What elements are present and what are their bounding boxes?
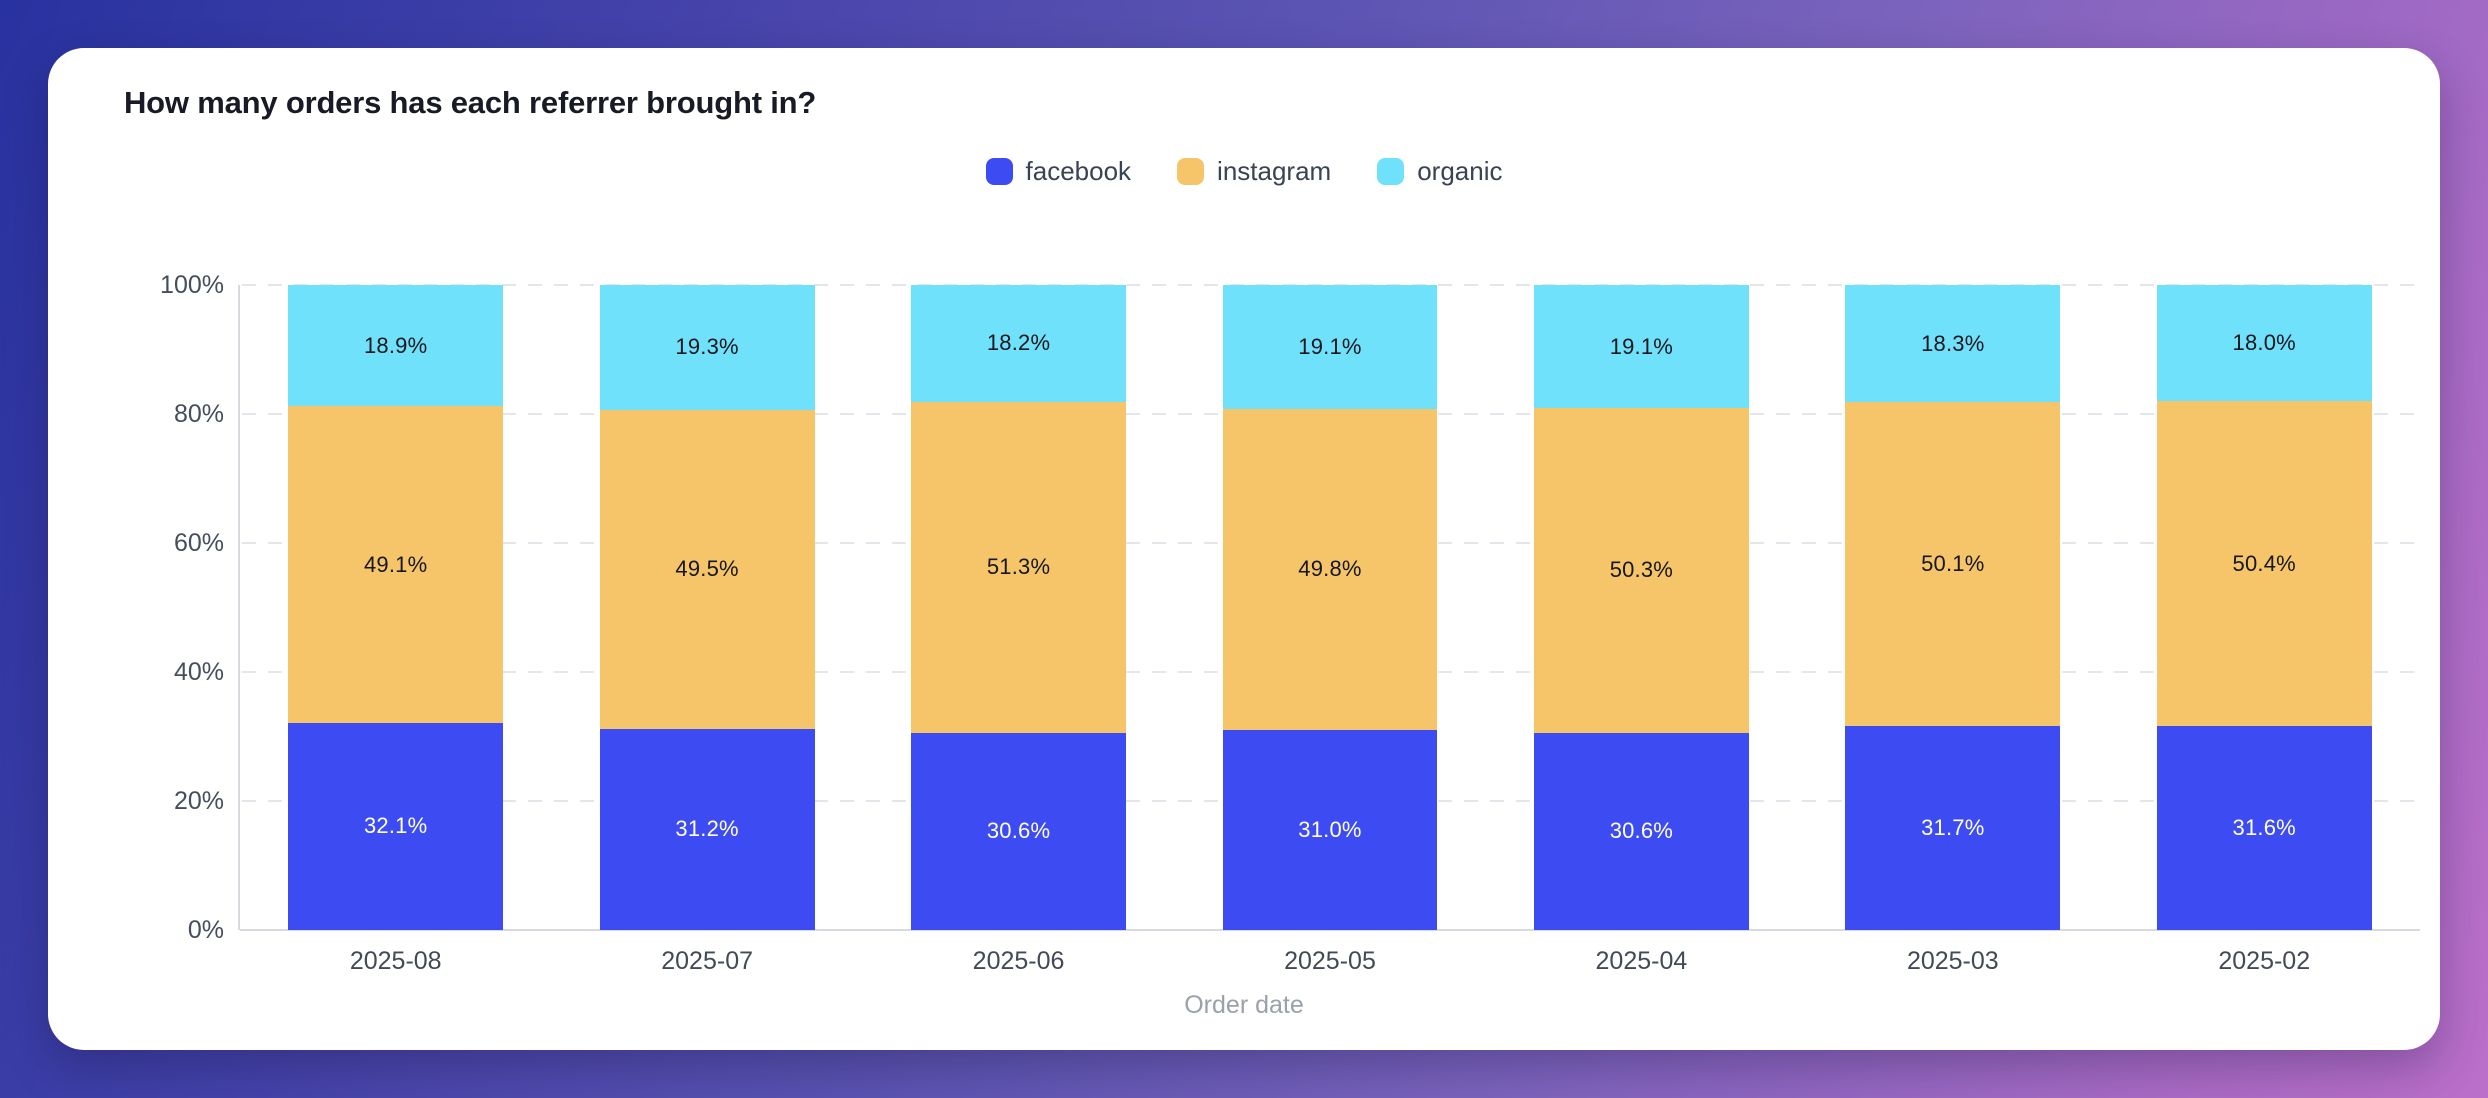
- bar-2025-07: 19.3% 49.5% 31.2%: [599, 285, 815, 930]
- bar-slot: 19.1% 50.3% 30.6%: [1486, 285, 1797, 930]
- y-axis-tick: 20%: [173, 787, 224, 815]
- bar-value-label: 18.2%: [986, 330, 1051, 356]
- bar-segment-facebook-2025-03[interactable]: 31.7%: [1845, 725, 2061, 930]
- y-axis-tick: 0%: [187, 916, 224, 944]
- bar-2025-04: 19.1% 50.3% 30.6%: [1533, 285, 1749, 930]
- bar-segment-organic-2025-08[interactable]: 18.9%: [288, 285, 504, 407]
- bar-segment-instagram-2025-03[interactable]: 50.1%: [1845, 402, 2061, 726]
- bar-value-label: 49.1%: [364, 551, 428, 577]
- bar-2025-08: 18.9% 49.1% 32.1%: [288, 285, 504, 930]
- bar-segment-instagram-2025-07[interactable]: 49.5%: [599, 409, 815, 729]
- bar-value-label: 19.1%: [1298, 333, 1362, 359]
- bar-segment-facebook-2025-08[interactable]: 32.1%: [288, 722, 504, 930]
- y-axis-tick: 80%: [173, 400, 224, 428]
- bar-segment-organic-2025-02[interactable]: 18.0%: [2156, 285, 2372, 402]
- legend-label-organic: organic: [1417, 156, 1503, 186]
- bar-value-label: 31.0%: [1298, 817, 1362, 843]
- bar-value-label: 49.8%: [1298, 556, 1362, 582]
- legend-item-facebook[interactable]: facebook: [985, 156, 1132, 187]
- legend: facebook instagram organic: [48, 156, 2440, 187]
- x-axis-labels: 2025-08 2025-07 2025-06 2025-05 2025-04 2025-…: [240, 947, 2420, 976]
- bar-value-label: 19.1%: [1609, 333, 1674, 359]
- plot-slots: 18.9% 49.1% 32.1% 19.3% 49.5% 31.2% 18.2% 51.3%…: [240, 285, 2420, 930]
- legend-label-instagram: instagram: [1217, 156, 1332, 186]
- x-axis-tick-2025-02: 2025-02: [2218, 947, 2311, 975]
- bar-value-label: 50.4%: [2232, 550, 2296, 576]
- bar-segment-facebook-2025-05[interactable]: 31.0%: [1222, 730, 1438, 930]
- bar-segment-facebook-2025-04[interactable]: 30.6%: [1533, 732, 1749, 930]
- x-axis-tick-2025-07: 2025-07: [661, 947, 753, 975]
- y-axis: 100% 80% 60% 40% 20% 0%: [48, 271, 224, 944]
- y-axis-tick: 100%: [160, 271, 224, 299]
- x-axis-line: [240, 929, 2420, 931]
- plot-area: 18.9% 49.1% 32.1% 19.3% 49.5% 31.2% 18.2% 51.3%…: [238, 284, 2420, 931]
- bar-2025-03: 18.3% 50.1% 31.7%: [1845, 285, 2061, 930]
- bar-value-label: 18.0%: [2232, 330, 2296, 356]
- bar-segment-facebook-2025-06[interactable]: 30.6%: [911, 732, 1126, 930]
- bar-segment-facebook-2025-02[interactable]: 31.6%: [2156, 726, 2372, 930]
- bar-value-label: 31.2%: [675, 816, 739, 842]
- bar-segment-instagram-2025-08[interactable]: 49.1%: [288, 406, 504, 723]
- x-axis-tick-2025-06: 2025-06: [972, 947, 1065, 975]
- bar-segment-organic-2025-04[interactable]: 19.1%: [1533, 285, 1749, 409]
- bar-value-label: 49.5%: [675, 556, 739, 582]
- bar-value-label: 50.1%: [1921, 550, 1985, 576]
- bar-value-label: 51.3%: [986, 554, 1051, 580]
- bar-value-label: 18.3%: [1921, 330, 1985, 356]
- legend-label-facebook: facebook: [1025, 156, 1132, 186]
- bar-slot: 18.2% 51.3% 30.6%: [863, 285, 1174, 930]
- bar-value-label: 50.3%: [1609, 557, 1674, 583]
- bar-value-label: 18.9%: [364, 332, 428, 358]
- bar-value-label: 30.6%: [986, 818, 1051, 844]
- bar-slot: 18.3% 50.1% 31.7%: [1797, 285, 2108, 930]
- x-axis-tick-2025-03: 2025-03: [1906, 947, 1999, 975]
- x-axis-tick-2025-04: 2025-04: [1595, 947, 1688, 975]
- bar-segment-organic-2025-03[interactable]: 18.3%: [1845, 285, 2061, 403]
- y-axis-line: [238, 285, 240, 930]
- y-axis-tick: 60%: [173, 529, 224, 557]
- x-axis-title: Order date: [1184, 991, 1304, 1019]
- legend-swatch-organic: [1377, 158, 1405, 185]
- x-axis-tick-2025-05: 2025-05: [1284, 947, 1376, 975]
- bar-segment-organic-2025-06[interactable]: 18.2%: [911, 285, 1126, 402]
- bar-2025-05: 19.1% 49.8% 31.0%: [1222, 285, 1438, 930]
- bar-segment-facebook-2025-07[interactable]: 31.2%: [599, 728, 815, 930]
- bar-slot: 18.9% 49.1% 32.1%: [240, 285, 551, 930]
- bar-slot: 18.0% 50.4% 31.6%: [2109, 285, 2420, 930]
- legend-item-instagram[interactable]: instagram: [1177, 156, 1331, 187]
- bar-segment-instagram-2025-04[interactable]: 50.3%: [1533, 408, 1749, 733]
- bar-slot: 19.3% 49.5% 31.2%: [551, 285, 862, 930]
- legend-item-organic[interactable]: organic: [1377, 156, 1502, 187]
- legend-swatch-facebook: [985, 158, 1013, 185]
- x-axis-tick-2025-08: 2025-08: [349, 947, 442, 975]
- bar-2025-02: 18.0% 50.4% 31.6%: [2156, 285, 2372, 930]
- bar-value-label: 31.6%: [2232, 815, 2296, 841]
- bar-slot: 19.1% 49.8% 31.0%: [1174, 285, 1485, 930]
- bar-segment-instagram-2025-06[interactable]: 51.3%: [911, 401, 1126, 733]
- bar-2025-06: 18.2% 51.3% 30.6%: [911, 285, 1126, 930]
- bar-value-label: 32.1%: [364, 813, 428, 839]
- legend-swatch-instagram: [1177, 158, 1205, 185]
- bar-value-label: 19.3%: [675, 334, 739, 360]
- bar-segment-organic-2025-05[interactable]: 19.1%: [1222, 285, 1438, 409]
- bar-value-label: 31.7%: [1921, 814, 1985, 840]
- y-axis-tick: 40%: [173, 658, 224, 686]
- bar-value-label: 30.6%: [1609, 818, 1674, 844]
- chart-card: How many orders has each referrer brough…: [48, 48, 2440, 1050]
- bar-segment-instagram-2025-05[interactable]: 49.8%: [1222, 408, 1438, 731]
- chart-title: How many orders has each referrer brough…: [124, 85, 817, 120]
- bar-segment-instagram-2025-02[interactable]: 50.4%: [2156, 401, 2372, 727]
- bar-segment-organic-2025-07[interactable]: 19.3%: [599, 285, 815, 410]
